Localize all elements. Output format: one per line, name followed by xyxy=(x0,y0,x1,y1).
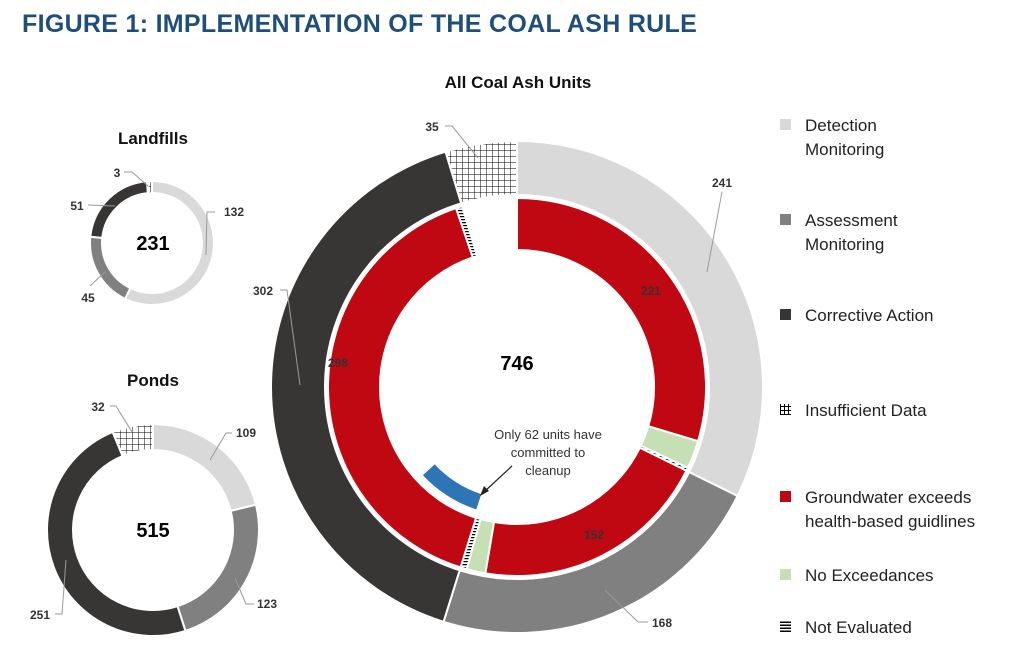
ponds-segment-1 xyxy=(176,503,260,633)
all-label-detection: 241 xyxy=(712,176,732,190)
legend-swatch xyxy=(780,309,791,320)
landfills-segment-3 xyxy=(145,179,153,195)
legend-label: Insufficient Data xyxy=(805,401,927,420)
landfills-label-detection-leader-line xyxy=(205,211,215,256)
ponds-label-insufficient-leader-line xyxy=(110,405,133,433)
landfills-title: Landfills xyxy=(118,129,188,148)
all-label-exceed-corrective: 298 xyxy=(328,356,348,370)
all-units-total: 746 xyxy=(500,353,533,375)
all-label-insufficient: 35 xyxy=(425,120,439,134)
legend-label: Assessment Monitoring xyxy=(805,211,898,254)
legend-label: Corrective Action xyxy=(805,306,934,325)
ponds-total: 515 xyxy=(136,520,169,542)
ponds-label-assessment-leader-line xyxy=(234,577,254,605)
all-inner-segment-7 xyxy=(454,204,479,259)
ponds-segment-2 xyxy=(46,430,187,637)
ponds-label-corrective-leader-line xyxy=(55,559,67,615)
landfills-label-corrective-leader-line xyxy=(87,204,116,207)
legend-swatch xyxy=(780,621,791,632)
landfills-segment-1 xyxy=(89,235,132,301)
cleanup-highlight-arc xyxy=(420,461,484,512)
landfills-label-assessment: 45 xyxy=(81,291,95,305)
ponds-title: Ponds xyxy=(127,371,179,390)
landfills-label-insufficient-leader-line xyxy=(124,171,149,187)
legend-swatch xyxy=(780,404,791,415)
all-outer-segment-3 xyxy=(444,139,518,205)
all-outer-segment-0 xyxy=(516,139,764,498)
all-units-title: All Coal Ash Units xyxy=(445,73,592,92)
all-label-exceed-detection: 221 xyxy=(641,284,661,298)
landfills-segment-2 xyxy=(89,180,150,240)
all-label-corrective-leader-line xyxy=(280,289,301,386)
all-label-assessment-leader-line xyxy=(604,589,648,623)
legend-label: Detection Monitoring xyxy=(805,116,885,159)
legend-label: Groundwater exceeds health-based guidlin… xyxy=(805,488,976,531)
ponds-segment-3 xyxy=(111,422,154,458)
all-inner-segment-6 xyxy=(327,206,478,569)
arrowhead-icon xyxy=(480,486,489,496)
landfills-label-detection: 132 xyxy=(224,205,244,219)
cleanup-annotation: Only 62 units have committed to cleanup xyxy=(494,427,602,478)
ponds-label-insufficient: 32 xyxy=(91,400,105,414)
all-label-assessment: 168 xyxy=(652,616,672,630)
all-outer-segment-2 xyxy=(270,150,463,624)
all-label-detection-leader-line xyxy=(706,191,723,273)
ponds-label-assessment: 123 xyxy=(257,597,277,611)
figure-title: FIGURE 1: IMPLEMENTATION OF THE COAL ASH… xyxy=(22,10,698,38)
ponds-label-detection: 109 xyxy=(236,426,256,440)
legend-label: No Exceedances xyxy=(805,566,934,585)
legend-swatch xyxy=(780,569,791,580)
legend-swatch xyxy=(780,119,791,130)
landfills-label-insufficient: 3 xyxy=(114,166,121,180)
legend-swatch xyxy=(780,491,791,502)
all-label-insufficient-leader-line xyxy=(445,125,479,159)
ponds-label-corrective: 251 xyxy=(30,608,50,622)
landfills-label-corrective: 51 xyxy=(70,199,84,213)
ponds-label-detection-leader-line xyxy=(209,432,232,461)
landfills-label-assessment-leader-line xyxy=(89,270,107,287)
all-label-corrective: 302 xyxy=(253,284,273,298)
legend-label: Not Evaluated xyxy=(805,618,912,637)
landfills-total: 231 xyxy=(136,233,169,255)
legend-swatch xyxy=(780,214,791,225)
all-label-exceed-assessment: 152 xyxy=(584,528,604,542)
annotation-arrow xyxy=(483,465,513,493)
